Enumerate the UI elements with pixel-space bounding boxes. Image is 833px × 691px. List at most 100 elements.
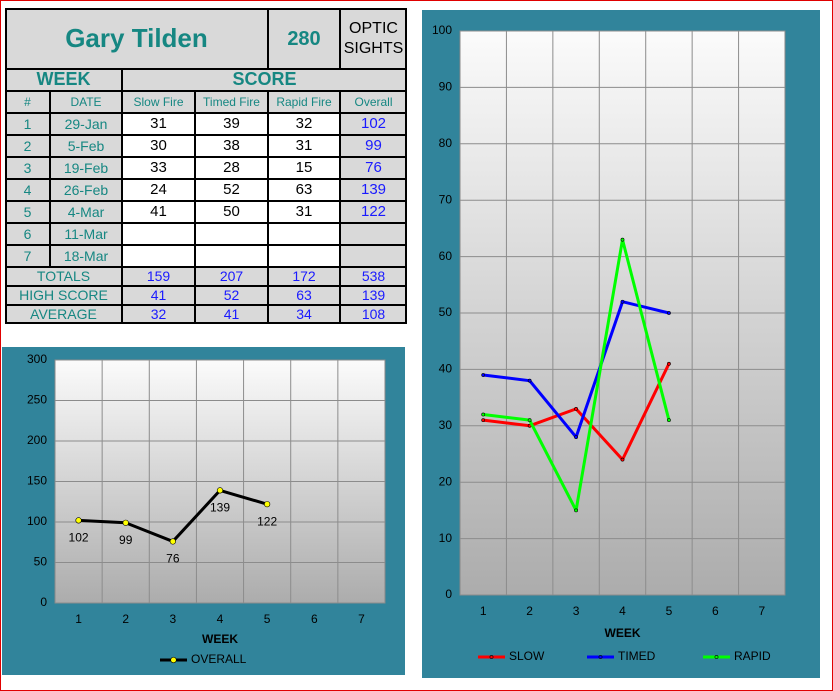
summary-label: TOTALS: [5, 267, 122, 286]
table-cell: 39: [195, 113, 268, 135]
summary-cell: 63: [268, 286, 340, 305]
data-point: [527, 418, 532, 423]
summary-cell: 52: [195, 286, 268, 305]
data-point: [75, 517, 82, 524]
summary-cell: 41: [122, 286, 195, 305]
table-cell: [268, 245, 340, 267]
column-header: Timed Fire: [195, 91, 268, 113]
y-tick-label: 300: [27, 352, 47, 366]
table-cell: 76: [340, 157, 407, 179]
table-cell: 38: [195, 135, 268, 157]
table-cell: 1: [5, 113, 50, 135]
table-cell: 7: [5, 245, 50, 267]
data-point: [667, 311, 671, 315]
table-cell: 63: [268, 179, 340, 201]
x-tick-label: 5: [666, 604, 673, 618]
x-tick-label: 6: [311, 612, 318, 626]
player-name: Gary Tilden: [5, 8, 268, 69]
table-cell: 33: [122, 157, 195, 179]
summary-cell: 159: [122, 267, 195, 286]
y-tick-label: 80: [439, 136, 453, 150]
summary-cell: 538: [340, 267, 407, 286]
table-cell: 11-Mar: [50, 223, 122, 245]
x-tick-label: 6: [712, 604, 719, 618]
table-cell: 122: [340, 201, 407, 223]
y-tick-label: 20: [439, 474, 453, 488]
table-cell: 31: [268, 135, 340, 157]
column-header: Overall: [340, 91, 407, 113]
x-axis-title: WEEK: [202, 632, 238, 646]
table-cell: [122, 223, 195, 245]
data-point: [169, 538, 176, 545]
column-header: Slow Fire: [122, 91, 195, 113]
data-point: [481, 418, 486, 423]
summary-label: AVERAGE: [5, 305, 122, 324]
summary-cell: 172: [268, 267, 340, 286]
y-tick-label: 70: [439, 192, 453, 206]
table-cell: 5: [5, 201, 50, 223]
y-tick-label: 50: [34, 555, 48, 569]
column-header: #: [5, 91, 50, 113]
table-cell: 31: [268, 201, 340, 223]
data-point: [620, 457, 625, 462]
table-cell: [195, 245, 268, 267]
summary-cell: 34: [268, 305, 340, 324]
table-cell: 99: [340, 135, 407, 157]
y-tick-label: 250: [27, 393, 47, 407]
x-tick-label: 7: [758, 604, 765, 618]
data-label: 99: [119, 533, 133, 547]
summary-cell: 32: [122, 305, 195, 324]
x-tick-label: 4: [217, 612, 224, 626]
column-header: Rapid Fire: [268, 91, 340, 113]
header-score: 280: [268, 8, 340, 69]
y-tick-label: 30: [439, 418, 453, 432]
table-cell: 5-Feb: [50, 135, 122, 157]
table-cell: 30: [122, 135, 195, 157]
data-label: 102: [69, 531, 89, 545]
summary-cell: 41: [195, 305, 268, 324]
table-cell: 50: [195, 201, 268, 223]
y-tick-label: 90: [439, 80, 453, 94]
data-point: [481, 373, 486, 377]
legend-label: TIMED: [618, 649, 656, 663]
data-point: [122, 519, 129, 526]
table-cell: [268, 223, 340, 245]
y-tick-label: 50: [439, 305, 453, 319]
table-cell: 139: [340, 179, 407, 201]
table-cell: 2: [5, 135, 50, 157]
legend-marker: [170, 656, 177, 664]
x-tick-label: 2: [122, 612, 129, 626]
table-cell: 102: [340, 113, 407, 135]
legend-label: OVERALL: [191, 652, 247, 666]
y-tick-label: 150: [27, 474, 47, 488]
data-point: [574, 435, 578, 439]
table-cell: 15: [268, 157, 340, 179]
data-point: [620, 299, 625, 304]
data-label: 139: [210, 501, 230, 515]
x-tick-label: 2: [526, 604, 533, 618]
x-axis-title: WEEK: [605, 626, 641, 640]
x-tick-label: 1: [480, 604, 487, 618]
data-point: [667, 361, 671, 366]
legend-marker: [489, 655, 494, 659]
y-tick-label: 100: [27, 514, 47, 528]
table-cell: 4-Mar: [50, 201, 122, 223]
y-tick-label: 200: [27, 433, 47, 447]
data-point: [527, 378, 532, 383]
y-tick-label: 0: [40, 595, 47, 609]
summary-cell: 108: [340, 305, 407, 324]
data-point: [264, 501, 271, 508]
table-cell: 26-Feb: [50, 179, 122, 201]
table-cell: [340, 245, 407, 267]
column-header: DATE: [50, 91, 122, 113]
y-tick-label: 60: [439, 249, 453, 263]
x-tick-label: 4: [619, 604, 626, 618]
data-point: [574, 406, 578, 411]
legend-label: RAPID: [734, 649, 771, 663]
group-header: SCORE: [122, 69, 407, 91]
data-point: [620, 237, 625, 242]
table-cell: [195, 223, 268, 245]
data-point: [481, 412, 486, 417]
table-cell: 31: [122, 113, 195, 135]
